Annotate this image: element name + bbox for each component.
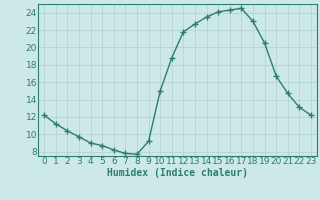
X-axis label: Humidex (Indice chaleur): Humidex (Indice chaleur) [107, 168, 248, 178]
